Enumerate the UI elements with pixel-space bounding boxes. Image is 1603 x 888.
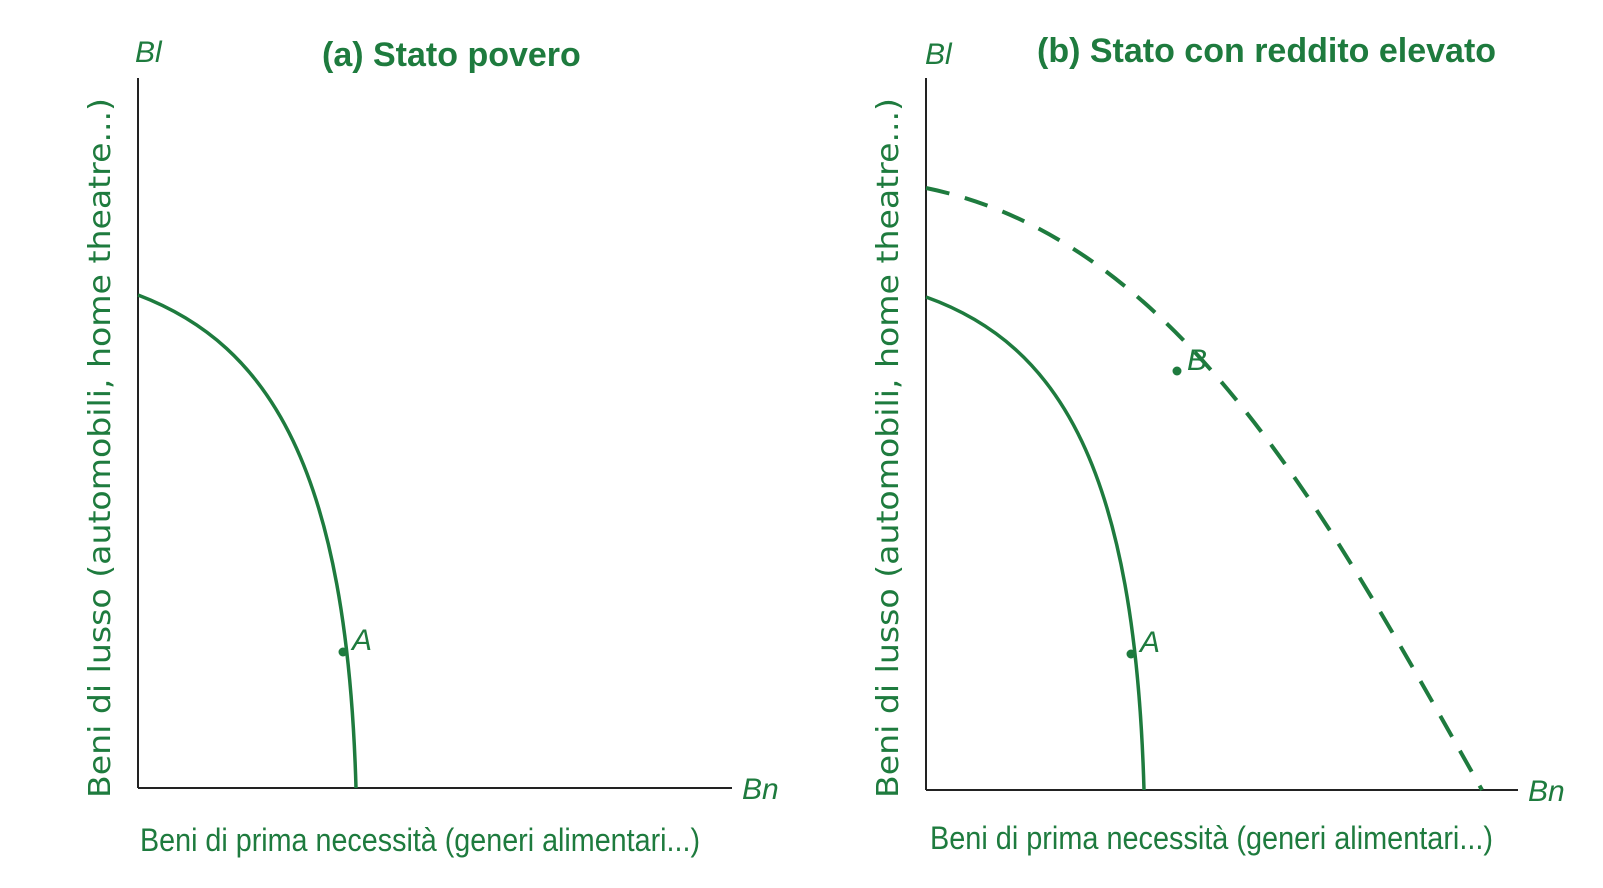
panel-b-point-b-label: B [1187,344,1207,377]
panel-a-point-a-label: A [350,624,372,657]
panel-b-x-axis-label: Beni di prima necessità (generi alimenta… [930,820,1493,856]
panel-b-original-frontier-curve [925,295,1146,791]
panel-b-expanded-frontier-curve [925,186,1484,791]
panel-a-point-a [338,647,348,657]
panel-b: (b) Stato con reddito elevato Bl Beni di… [871,32,1565,856]
panel-b-y-axis-label: Beni di lusso (automobili, home theatre.… [871,98,906,798]
panel-b-x-axis-letter: Bn [1528,775,1565,808]
panel-b-point-a-label: A [1138,626,1160,659]
panel-a-y-axis-letter: Bl [135,36,163,69]
panel-a-x-axis-label: Beni di prima necessità (generi alimenta… [140,822,700,858]
panel-b-title: (b) Stato con reddito elevato [1037,32,1496,70]
panel-a-x-axis-letter: Bn [742,773,779,806]
panel-a-y-axis-label: Beni di lusso (automobili, home theatre.… [83,98,118,798]
panel-b-y-axis-letter: Bl [925,38,953,71]
panel-a: (a) Stato povero Bl Beni di lusso (autom… [83,36,779,858]
panel-b-point-b [1172,366,1182,376]
panel-a-frontier-curve [137,293,358,789]
panel-b-point-a [1126,649,1136,659]
panel-a-title: (a) Stato povero [322,36,581,74]
